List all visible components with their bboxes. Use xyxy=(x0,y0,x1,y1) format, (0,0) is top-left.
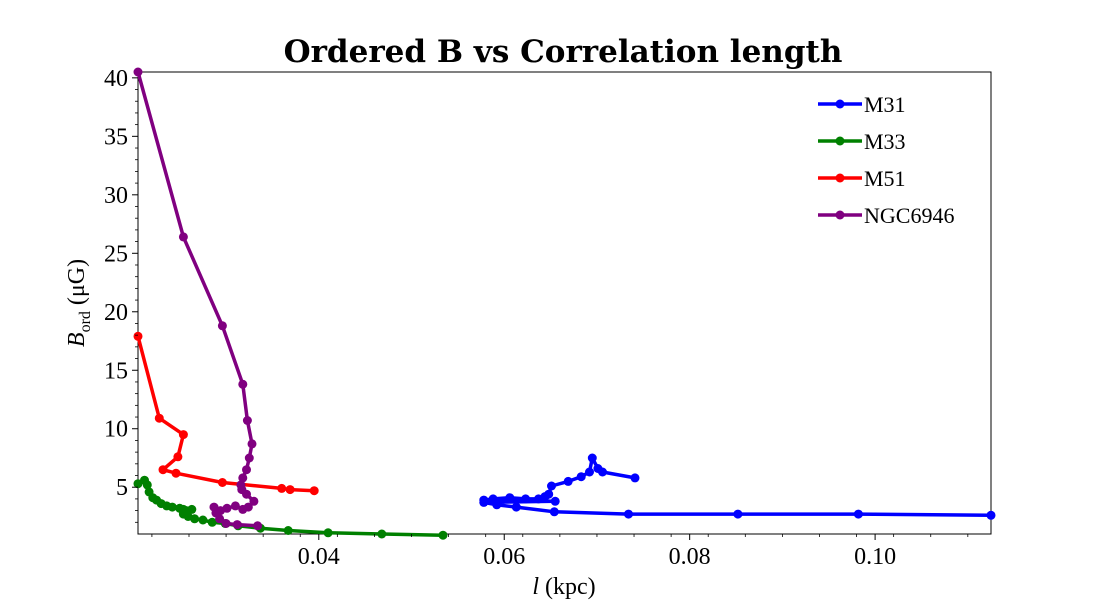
data-point-m31-12 xyxy=(505,493,515,503)
data-point-m51-4 xyxy=(158,465,168,475)
legend-item-m33: M33 xyxy=(818,129,906,154)
x-axis-variable: l xyxy=(532,574,539,600)
data-point-m31-15 xyxy=(550,496,560,506)
x-tick-label-2: 0.08 xyxy=(669,544,711,570)
data-point-m33-24 xyxy=(377,529,387,539)
y-tick-label-3: 20 xyxy=(104,300,128,326)
plot-frame xyxy=(137,71,992,535)
data-point-m33-25 xyxy=(438,530,448,540)
data-point-m31-21 xyxy=(733,509,743,519)
y-tick-label-2: 15 xyxy=(104,358,128,384)
y-axis-variable: B xyxy=(64,332,90,347)
data-point-ngc6946-0 xyxy=(133,67,143,77)
y-axis: 5 10 15 20 25 30 35 40 xyxy=(104,66,138,523)
data-point-ngc6946-14 xyxy=(238,504,248,514)
data-point-ngc6946-5 xyxy=(247,439,257,449)
y-tick-label-4: 25 xyxy=(104,241,128,267)
data-point-m51-8 xyxy=(285,485,295,495)
data-point-m51-6 xyxy=(217,478,227,487)
data-point-ngc6946-4 xyxy=(242,416,252,425)
data-point-m33-16 xyxy=(190,514,200,524)
chart-title: Ordered B vs Correlation length xyxy=(284,34,843,70)
legend-label-m31: M31 xyxy=(864,92,906,117)
data-point-m33-17 xyxy=(198,515,208,525)
legend-label-m51: M51 xyxy=(864,166,906,191)
data-point-ngc6946-12 xyxy=(249,496,259,506)
data-point-m33-8 xyxy=(167,502,177,512)
y-tick-label-6: 35 xyxy=(104,124,128,150)
data-point-m31-18 xyxy=(511,502,521,512)
data-point-m31-10 xyxy=(534,494,543,504)
data-point-ngc6946-8 xyxy=(238,473,248,483)
legend-swatch-marker-ngc6946 xyxy=(835,210,845,220)
y-tick-label-7: 40 xyxy=(104,66,128,92)
x-axis: 0.04 0.06 0.08 0.10 xyxy=(151,534,969,570)
data-point-m31-22 xyxy=(853,509,863,519)
data-point-m31-16 xyxy=(479,497,489,507)
data-point-m33-2 xyxy=(142,480,152,490)
data-point-ngc6946-15 xyxy=(230,501,240,511)
y-axis-unit: (μG) xyxy=(64,259,90,311)
legend-swatch-marker-m51 xyxy=(835,173,845,183)
legend-label-ngc6946: NGC6946 xyxy=(864,203,954,228)
data-point-m31-7 xyxy=(547,481,556,491)
legend-label-m33: M33 xyxy=(864,129,906,154)
data-point-m51-2 xyxy=(178,430,188,440)
series-m51 xyxy=(133,331,319,496)
data-point-m33-23 xyxy=(323,528,333,538)
data-point-m31-5 xyxy=(576,472,586,482)
data-point-m31-19 xyxy=(549,507,559,517)
data-point-ngc6946-6 xyxy=(244,453,254,463)
data-point-m33-18 xyxy=(207,517,217,527)
data-point-m31-0 xyxy=(630,473,640,483)
data-point-m31-17 xyxy=(492,500,502,510)
data-point-m31-11 xyxy=(521,494,531,504)
data-point-ngc6946-22 xyxy=(232,520,242,530)
x-axis-unit: (kpc) xyxy=(539,574,596,600)
data-point-m31-23 xyxy=(986,510,996,520)
x-tick-label-0: 0.04 xyxy=(298,544,340,570)
data-point-m51-3 xyxy=(173,452,183,462)
data-point-m33-22 xyxy=(283,526,293,535)
data-point-ngc6946-1 xyxy=(178,232,188,242)
data-point-ngc6946-23 xyxy=(253,521,263,531)
x-tick-label-3: 0.10 xyxy=(854,544,896,570)
legend-swatch-marker-m33 xyxy=(835,136,845,146)
data-point-m51-1 xyxy=(154,413,164,423)
data-point-m31-6 xyxy=(563,476,573,486)
x-axis-label: l (kpc) xyxy=(532,574,595,600)
plot-area xyxy=(133,67,996,540)
data-point-m51-7 xyxy=(277,483,287,493)
data-point-ngc6946-3 xyxy=(238,379,248,389)
legend-item-ngc6946: NGC6946 xyxy=(818,203,954,228)
data-point-ngc6946-7 xyxy=(242,465,251,475)
y-tick-label-0: 5 xyxy=(116,475,128,501)
data-point-m31-4 xyxy=(585,467,594,477)
y-axis-label: Bord (μG) xyxy=(64,259,94,347)
series-line-m31 xyxy=(482,456,992,518)
y-tick-label-5: 30 xyxy=(104,183,128,209)
data-point-ngc6946-11 xyxy=(242,489,251,499)
data-point-m51-9 xyxy=(309,486,319,496)
data-point-ngc6946-2 xyxy=(217,321,227,331)
legend-swatch-marker-m31 xyxy=(835,99,845,109)
y-tick-label-1: 10 xyxy=(104,417,128,443)
data-point-m31-3 xyxy=(587,453,597,463)
legend: M31 M33 M51 NGC6946 xyxy=(818,92,954,228)
x-tick-label-1: 0.06 xyxy=(483,544,525,570)
series-ngc6946 xyxy=(133,67,263,531)
data-point-ngc6946-21 xyxy=(221,519,231,528)
data-point-m31-20 xyxy=(624,509,633,519)
series-line-ngc6946 xyxy=(136,71,258,528)
data-point-ngc6946-20 xyxy=(215,514,225,524)
data-point-m51-5 xyxy=(171,468,181,478)
data-point-m31-2 xyxy=(593,464,603,473)
y-axis-subscript: ord xyxy=(77,311,94,332)
legend-item-m51: M51 xyxy=(818,166,906,191)
series-m31 xyxy=(479,453,996,520)
data-point-m51-0 xyxy=(133,331,143,341)
legend-item-m31: M31 xyxy=(818,92,906,117)
